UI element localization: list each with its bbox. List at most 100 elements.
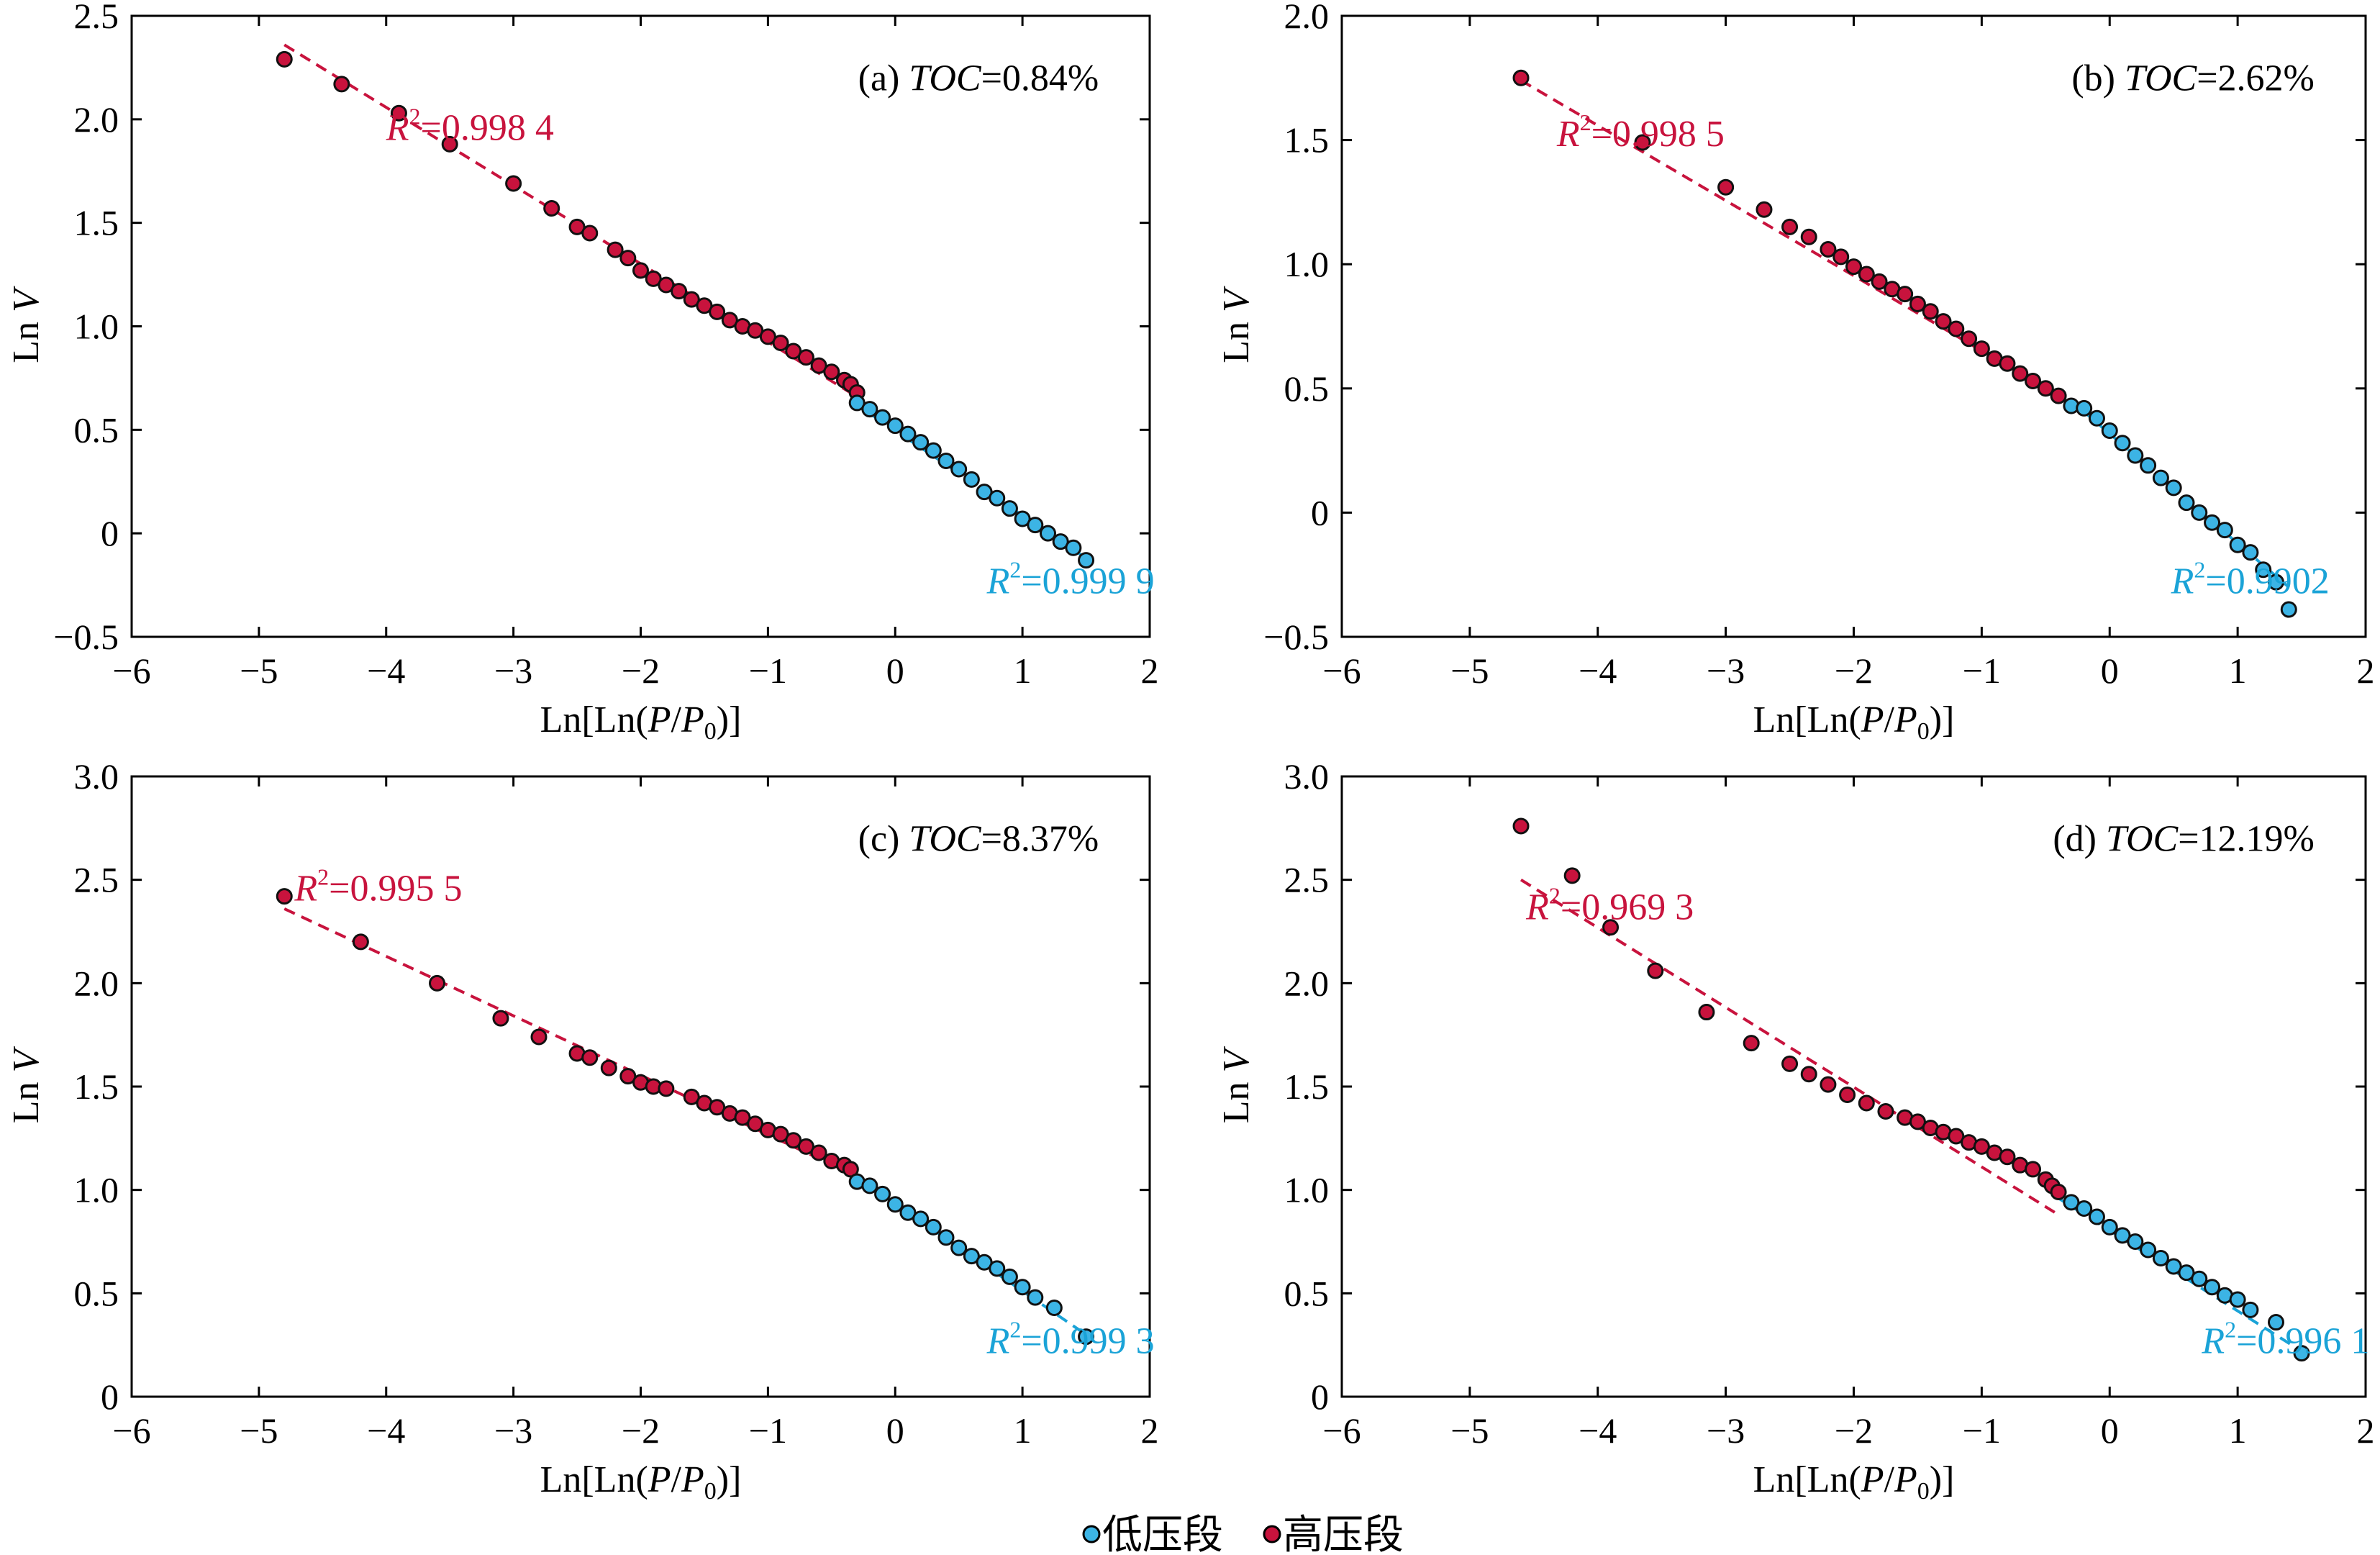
x-tick-label: 1 [2229, 650, 2247, 691]
high-pressure-point [619, 1068, 637, 1085]
low-pressure-point [976, 1253, 993, 1271]
x-tick-label: −4 [1579, 650, 1617, 691]
low-pressure-point [874, 1185, 891, 1202]
y-tick-label: 2.0 [74, 963, 119, 1003]
low-pressure-point [2242, 1301, 2259, 1318]
y-axis-title: Ln V [6, 1046, 47, 1124]
low-pressure-point [2088, 1208, 2105, 1225]
low-pressure-point [2114, 435, 2131, 452]
low-pressure-point [950, 1239, 968, 1256]
panel-label: (b) TOC=2.62% [2071, 58, 2315, 99]
high-pressure-point [1820, 240, 1837, 258]
low-pressure-point [2267, 574, 2284, 591]
high-pressure-point [1512, 69, 1530, 86]
high-pressure-point [607, 241, 624, 258]
high-pressure-point [2050, 387, 2067, 404]
high-pressure-point [333, 76, 350, 93]
low-pressure-point [1040, 525, 1056, 542]
x-tick-label: −5 [1450, 1410, 1489, 1451]
high-pressure-point [747, 322, 764, 339]
high-pressure-point [1647, 962, 1664, 979]
high-pressure-point [441, 135, 458, 153]
low-pressure-point [2101, 1218, 2118, 1236]
y-tick-label: 2.0 [74, 99, 119, 140]
high-pressure-point [1698, 1004, 1715, 1021]
high-pressure-point [810, 357, 827, 374]
high-pressure-point [1935, 313, 1952, 330]
high-pressure-point [1743, 1035, 1760, 1052]
x-tick-label: −3 [494, 1410, 532, 1451]
high-pressure-point [1871, 273, 1888, 290]
high-pressure-point [1563, 867, 1581, 884]
x-tick-label: −3 [1707, 650, 1745, 691]
high-pressure-point [721, 312, 738, 329]
low-pressure-point [886, 1196, 904, 1213]
low-pressure-point [2088, 409, 2105, 427]
panel-label: (a) TOC=0.84% [858, 58, 1099, 99]
low-pressure-point [1014, 1279, 1031, 1296]
low-pressure-point [2216, 522, 2233, 539]
low-pressure-point [1027, 517, 1044, 534]
low-pressure-point [2140, 457, 2157, 474]
high-pressure-point [671, 283, 688, 300]
low-pressure-point [2152, 1249, 2169, 1266]
high-pressure-point [2012, 365, 2029, 382]
high-pressure-point [1832, 248, 1850, 266]
x-tick-label: 0 [886, 1410, 904, 1451]
high-pressure-point [390, 104, 407, 122]
high-pressure-point [276, 50, 293, 68]
low-pressure-point [1027, 1289, 1044, 1306]
x-tick-label: 0 [886, 650, 904, 691]
x-tick-label: −2 [1835, 650, 1873, 691]
panel-label: (d) TOC=12.19% [2053, 818, 2315, 859]
y-axis-title: Ln V [1216, 286, 1257, 363]
x-tick-label: −4 [367, 1410, 405, 1451]
panel-c: −6 −5 −4 −3 −2 −1 0 1 2 0 0.5 1.0 1.5 2.0 2.5 3.0 Ln[Ln(… [6, 756, 1159, 1505]
legend: 低压段 高压段 [1082, 1512, 1404, 1555]
y-tick-label: 1.5 [74, 203, 119, 243]
high-pressure-point [797, 1138, 814, 1155]
y-tick-label: −0.5 [1263, 617, 1329, 657]
panel-b: −6 −5 −4 −3 −2 −1 0 1 2 −0.5 0 0.5 1.0 1.5 2.0 Ln[Ln(P/… [1216, 0, 2375, 745]
high-pressure-point [797, 349, 814, 366]
x-tick-label: −6 [112, 1410, 150, 1451]
x-tick-label: 2 [2357, 1410, 2375, 1451]
x-tick-label: −1 [1963, 1410, 2001, 1451]
high-pressure-point [1756, 201, 1773, 218]
y-tick-label: 3.0 [1284, 756, 1330, 797]
high-pressure-point [1781, 1055, 1799, 1072]
y-tick-label: 2.5 [1284, 860, 1330, 900]
low-pressure-point [2140, 1241, 2157, 1259]
high-pressure-point [1948, 320, 1965, 337]
high-pressure-point [1999, 355, 2016, 372]
high-pressure-point [276, 888, 293, 905]
y-tick-label: 0.5 [1284, 368, 1330, 409]
low-pressure-point [1001, 1268, 1018, 1285]
x-axis-title: Ln[Ln(P/P0)] [1753, 1459, 1955, 1505]
high-pressure-point [1909, 295, 1926, 312]
y-tick-label: 3.0 [74, 756, 119, 797]
high-pressure-point [1973, 1138, 1990, 1155]
y-axis-title: Ln V [6, 286, 47, 363]
plot-frame [1340, 14, 2367, 638]
x-tick-label: −2 [622, 650, 660, 691]
x-axis-title: Ln[Ln(P/P0)] [540, 1459, 742, 1505]
low-pressure-point [1078, 1328, 1095, 1346]
low-pressure-point [925, 1218, 942, 1236]
high-pressure-point [1839, 1086, 1856, 1103]
x-tick-label: 2 [1141, 1410, 1159, 1451]
high-pressure-point [1909, 1113, 1926, 1130]
high-pressure-point [645, 270, 662, 287]
low-pressure-point [1078, 552, 1095, 569]
y-tick-label: 2.0 [1284, 963, 1330, 1003]
low-pressure-point [2204, 1279, 2221, 1296]
low-pressure-point [963, 471, 980, 488]
low-pressure-point [989, 489, 1006, 507]
low-pressure-point [2293, 1345, 2310, 1362]
low-pressure-point [2178, 1264, 2195, 1282]
low-pressure-point [912, 1210, 930, 1228]
high-pressure-point [1820, 1076, 1837, 1093]
x-tick-label: 1 [1014, 1410, 1032, 1451]
y-tick-label: 1.0 [74, 1170, 119, 1210]
r2-low-label: R2=0.996 1 [2201, 1317, 2369, 1362]
